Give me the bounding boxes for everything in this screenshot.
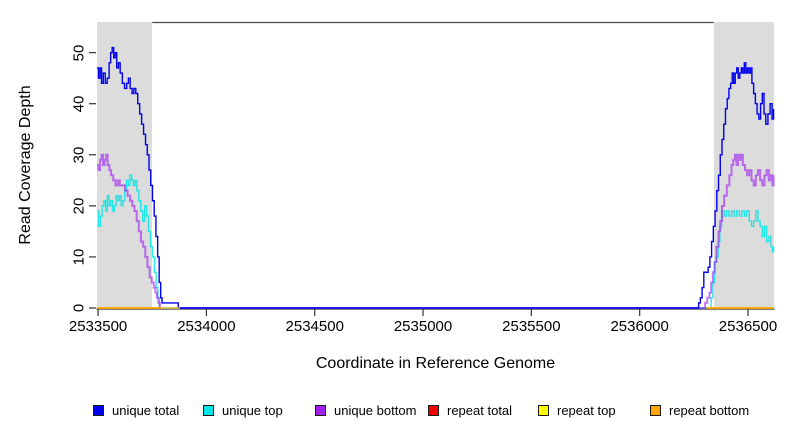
sequenced-region-shade [97,22,153,308]
series-line-unique-bottom [97,153,775,309]
series-line-unique-top [97,174,775,309]
series-line-unique-total [97,46,775,309]
